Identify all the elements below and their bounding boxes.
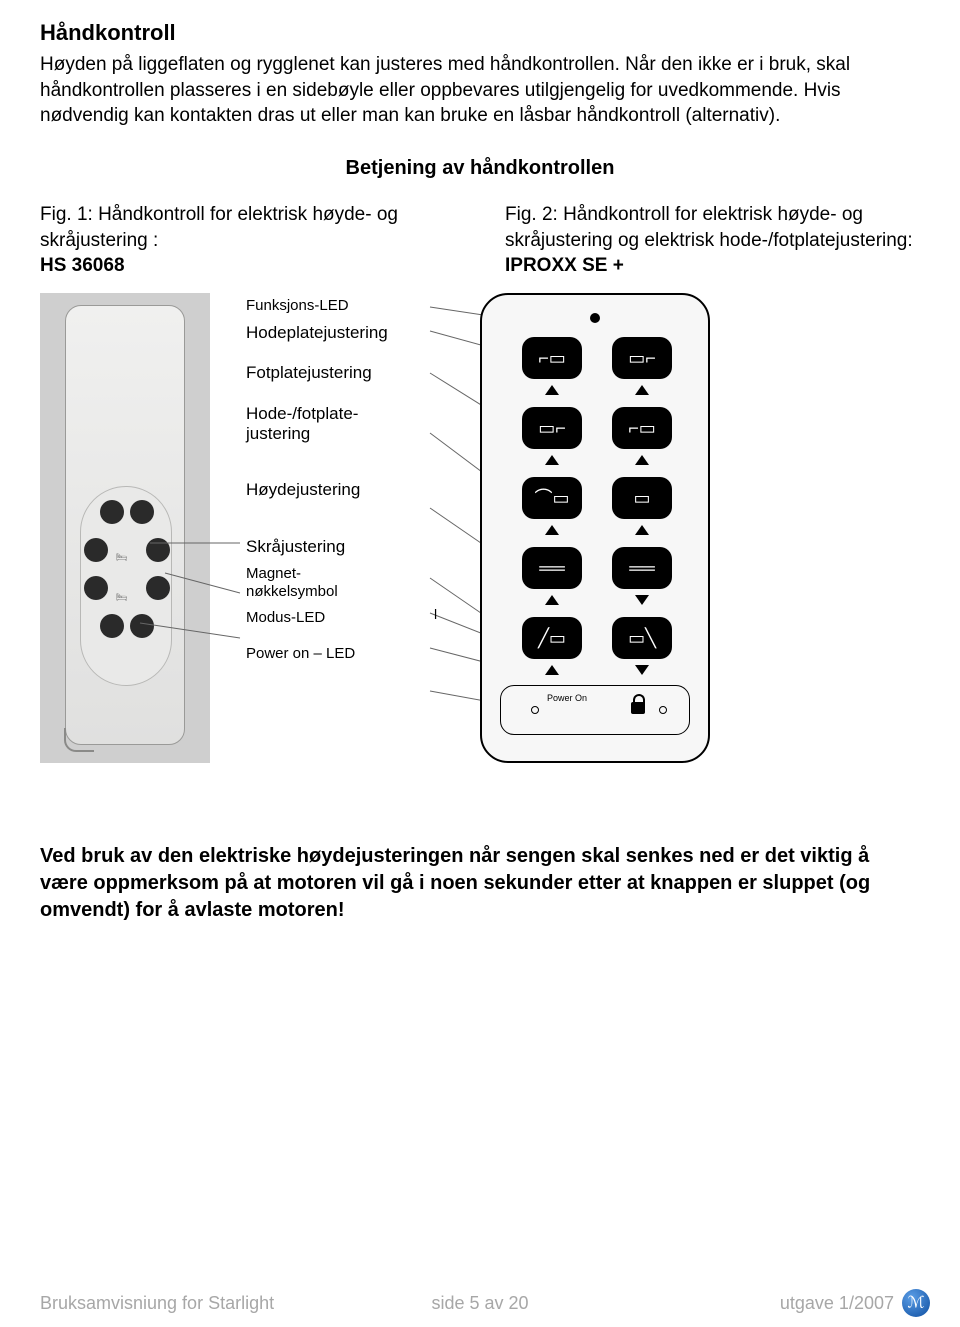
function-led-icon (590, 313, 600, 323)
label-hodeplate: Hodeplatejustering (246, 323, 460, 343)
bed-icon: ⌐▭ (628, 419, 656, 437)
bed-icon: ⌒▭ (534, 489, 569, 507)
bed-icon: ══ (629, 559, 655, 577)
foot-up-button: ▭⌐ (522, 407, 582, 449)
section-heading: Betjening av håndkontrollen (40, 157, 920, 180)
label-magnet: Magnet- nøkkelsymbol (246, 565, 460, 601)
fig1-caption: Fig. 1: Håndkontroll for elektrisk høyde… (40, 202, 455, 279)
bed-icon: ▭ (633, 489, 650, 507)
bed-icon: 🛏 (116, 552, 127, 563)
remote1-cord (64, 728, 94, 752)
labels-column: Funksjons-LED Hodeplatejustering Fotplat… (210, 293, 460, 671)
arrow-up-icon (545, 385, 559, 395)
bed-icon: ▭╲ (628, 629, 656, 647)
label-hode-fot: Hode-/fotplate- justering (246, 404, 460, 445)
label-modus-led: Modus-LED (246, 609, 460, 627)
remote1-button (146, 538, 170, 562)
fig2-caption: Fig. 2: Håndkontroll for elektrisk høyde… (505, 202, 920, 279)
remote2-bottom-panel: Power On (500, 685, 690, 735)
bed-icon: ══ (539, 559, 565, 577)
remote1-button (100, 614, 124, 638)
tilt-down-button: ▭╲ (612, 617, 672, 659)
arrow-up-icon (545, 455, 559, 465)
label-fotplate: Fotplatejustering (246, 363, 460, 383)
tilt-up-button: ╱▭ (522, 617, 582, 659)
label-skra: Skråjustering (246, 537, 460, 557)
remote1-body: 🛏 🛏 (65, 305, 185, 745)
arrow-up-icon (635, 385, 649, 395)
page-title: Håndkontroll (40, 20, 920, 46)
mode-led-icon (659, 706, 667, 714)
label-funksjons-led: Funksjons-LED (246, 297, 460, 315)
remote1-button (130, 500, 154, 524)
power-led-icon (531, 706, 539, 714)
remote1-photo: 🛏 🛏 (40, 293, 210, 763)
intro-paragraph: Høyden på liggeflaten og rygglenet kan j… (40, 52, 920, 129)
bed-icon: ▭⌐ (538, 419, 566, 437)
arrow-down-icon (635, 665, 649, 675)
warning-paragraph: Ved bruk av den elektriske høydejusterin… (40, 843, 920, 924)
arrow-up-icon (545, 665, 559, 675)
foot-down-button: ⌐▭ (612, 407, 672, 449)
bed-icon: ▭⌐ (628, 349, 656, 367)
lock-icon (631, 702, 645, 714)
fig2-text: Fig. 2: Håndkontroll for elektrisk høyde… (505, 204, 913, 251)
headfoot-up-button: ⌒▭ (522, 477, 582, 519)
remote2-diagram: ⌐▭ ▭⌐ ▭⌐ ⌐▭ ⌒▭ ▭ ══ ══ ╱▭ ▭╲ Power On (480, 293, 710, 763)
arrow-up-icon (635, 525, 649, 535)
remote1-button (130, 614, 154, 638)
fig1-model: HS 36068 (40, 255, 125, 276)
remote1-button (84, 576, 108, 600)
brand-logo-icon (902, 1289, 930, 1317)
arrow-up-icon (545, 595, 559, 605)
fig1-text: Fig. 1: Håndkontroll for elektrisk høyde… (40, 204, 398, 251)
remote1-button (100, 500, 124, 524)
footer-center: side 5 av 20 (431, 1293, 528, 1314)
fig2-model: IPROXX SE + (505, 255, 624, 276)
diagram-area: 🛏 🛏 Funksjons-LED Hodeplatejustering Fot… (40, 293, 920, 763)
bed-icon: 🛏 (116, 592, 127, 603)
bed-icon: ╱▭ (538, 629, 566, 647)
arrow-up-icon (545, 525, 559, 535)
arrow-down-icon (635, 595, 649, 605)
bed-icon: ⌐▭ (538, 349, 566, 367)
head-up-button: ⌐▭ (522, 337, 582, 379)
arrow-up-icon (635, 455, 649, 465)
remote1-button (84, 538, 108, 562)
power-on-label: Power On (547, 693, 587, 703)
page-footer: Bruksamvisniung for Starlight side 5 av … (0, 1289, 960, 1317)
height-up-button: ══ (522, 547, 582, 589)
footer-right: utgave 1/2007 (780, 1293, 894, 1314)
height-down-button: ══ (612, 547, 672, 589)
headfoot-down-button: ▭ (612, 477, 672, 519)
label-hoyde: Høydejustering (246, 480, 460, 500)
head-down-button: ▭⌐ (612, 337, 672, 379)
label-power-led: Power on – LED (246, 645, 460, 663)
footer-left: Bruksamvisniung for Starlight (40, 1293, 274, 1314)
remote1-button (146, 576, 170, 600)
